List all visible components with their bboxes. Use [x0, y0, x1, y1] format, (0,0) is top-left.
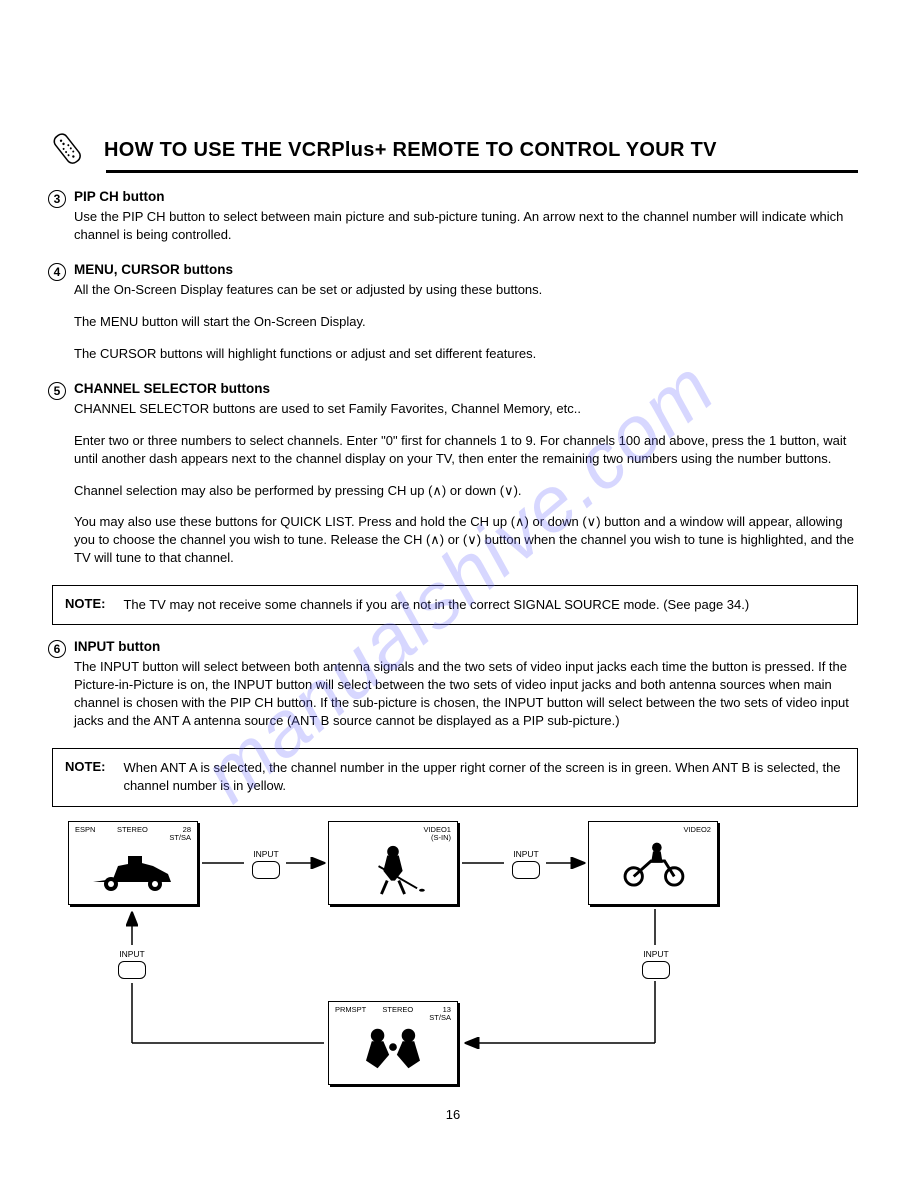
section-5: 5 CHANNEL SELECTOR buttons CHANNEL SELEC…	[48, 381, 858, 568]
section-para: CHANNEL SELECTOR buttons are used to set…	[74, 400, 858, 418]
section-number: 3	[48, 190, 66, 208]
note-label: NOTE:	[65, 759, 105, 795]
section-3: 3 PIP CH button Use the PIP CH button to…	[48, 189, 858, 244]
note-box-2: NOTE: When ANT A is selected, the channe…	[52, 748, 858, 806]
section-para: The CURSOR buttons will highlight functi…	[74, 345, 858, 363]
header: HOW TO USE THE VCRPlus+ REMOTE TO CONTRO…	[48, 130, 858, 166]
section-number: 6	[48, 640, 66, 658]
note-text: The TV may not receive some channels if …	[123, 596, 749, 614]
section-para: Use the PIP CH button to select between …	[74, 208, 858, 244]
section-title: INPUT button	[74, 639, 160, 654]
note-label: NOTE:	[65, 596, 105, 614]
section-number: 4	[48, 263, 66, 281]
note-text: When ANT A is selected, the channel numb…	[123, 759, 845, 795]
section-para: Enter two or three numbers to select cha…	[74, 432, 858, 468]
section-para: You may also use these buttons for QUICK…	[74, 513, 858, 567]
page-title: HOW TO USE THE VCRPlus+ REMOTE TO CONTRO…	[104, 139, 717, 162]
section-title: CHANNEL SELECTOR buttons	[74, 381, 270, 396]
section-title: MENU, CURSOR buttons	[74, 262, 233, 277]
remote-icon	[48, 130, 88, 166]
section-title: PIP CH button	[74, 189, 165, 204]
section-6: 6 INPUT button The INPUT button will sel…	[48, 639, 858, 730]
section-para: All the On-Screen Display features can b…	[74, 281, 858, 299]
section-para: Channel selection may also be performed …	[74, 482, 858, 500]
input-cycle-diagram: ESPN STEREO 28 ST/SA VIDEO1 (S-IN)	[58, 821, 858, 1101]
flow-arrows	[58, 821, 758, 1101]
note-box-1: NOTE: The TV may not receive some channe…	[52, 585, 858, 625]
section-4: 4 MENU, CURSOR buttons All the On-Screen…	[48, 262, 858, 363]
section-para: The INPUT button will select between bot…	[74, 658, 858, 730]
title-rule	[106, 170, 858, 173]
section-number: 5	[48, 382, 66, 400]
page-number: 16	[48, 1107, 858, 1122]
section-para: The MENU button will start the On-Screen…	[74, 313, 858, 331]
